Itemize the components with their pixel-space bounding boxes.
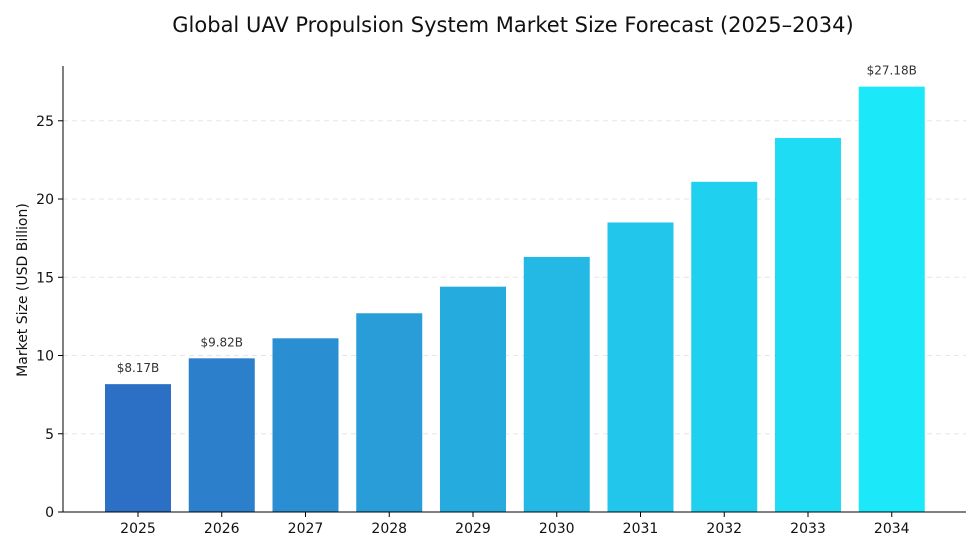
y-axis-ticks: 0 5 10 15 20 25 bbox=[36, 114, 63, 521]
bars bbox=[105, 86, 925, 513]
bar-2031 bbox=[607, 222, 674, 513]
x-tick-label: 2028 bbox=[371, 521, 407, 537]
y-tick-label: 15 bbox=[36, 270, 54, 286]
x-tick-label: 2030 bbox=[539, 521, 575, 537]
bar-2034 bbox=[858, 86, 925, 512]
chart-title: Global UAV Propulsion System Market Size… bbox=[172, 13, 853, 37]
bar-2029 bbox=[440, 286, 506, 512]
bar-2027 bbox=[272, 338, 339, 512]
y-tick-label: 10 bbox=[36, 349, 54, 365]
bar-2028 bbox=[356, 313, 423, 512]
bar-2030 bbox=[523, 256, 590, 512]
x-tick-label: 2031 bbox=[623, 521, 659, 537]
x-tick-label: 2033 bbox=[790, 521, 826, 537]
x-tick-label: 2025 bbox=[120, 521, 156, 537]
y-tick-label: 0 bbox=[45, 505, 54, 521]
x-tick-label: 2027 bbox=[288, 521, 324, 537]
y-tick-label: 25 bbox=[36, 114, 54, 130]
data-label-2034: $27.18B bbox=[867, 64, 917, 78]
bar-2026 bbox=[188, 358, 255, 512]
data-label-2026: $9.82B bbox=[200, 335, 243, 349]
x-tick-label: 2034 bbox=[874, 521, 910, 537]
data-label-2025: $8.17B bbox=[117, 361, 160, 375]
bar-2032 bbox=[691, 181, 758, 512]
y-tick-label: 20 bbox=[36, 192, 54, 208]
data-labels: $8.17B $9.82B $27.18B bbox=[117, 64, 917, 375]
y-axis-label: Market Size (USD Billion) bbox=[15, 203, 31, 377]
bar-2025 bbox=[105, 384, 171, 512]
x-tick-label: 2029 bbox=[455, 521, 491, 537]
x-tick-label: 2026 bbox=[204, 521, 240, 537]
y-tick-label: 5 bbox=[45, 427, 54, 443]
bar-2033 bbox=[775, 137, 841, 512]
x-axis-ticks: 2025 2026 2027 2028 2029 2030 2031 2032 2033 2034 bbox=[120, 512, 910, 537]
x-tick-label: 2032 bbox=[706, 521, 742, 537]
gridlines bbox=[63, 120, 966, 435]
